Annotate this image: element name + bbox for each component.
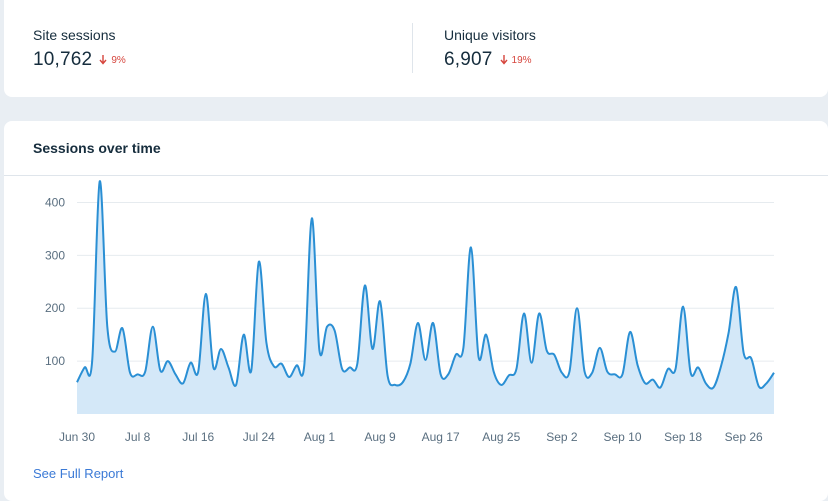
see-full-report-link[interactable]: See Full Report xyxy=(33,466,124,481)
x-tick-label: Aug 1 xyxy=(304,430,336,444)
y-tick-label: 200 xyxy=(45,301,65,315)
y-tick-label: 400 xyxy=(45,195,65,209)
x-tick-label: Sep 10 xyxy=(603,430,641,444)
y-tick-label: 300 xyxy=(45,248,65,262)
stat-label: Site sessions xyxy=(33,27,116,43)
stat-site-sessions: Site sessions 10,762 9% xyxy=(33,27,126,71)
x-tick-label: Jul 24 xyxy=(243,430,275,444)
x-tick-label: Jul 8 xyxy=(125,430,151,444)
x-tick-label: Sep 2 xyxy=(546,430,578,444)
sessions-chart-card: Sessions over time 100 200 300 400 Jun 30 Jul… xyxy=(4,121,828,501)
stat-value: 10,762 xyxy=(33,49,93,70)
stats-divider xyxy=(412,23,413,73)
series-line xyxy=(76,180,775,390)
y-tick-label: 100 xyxy=(45,354,65,368)
x-tick-label: Aug 25 xyxy=(482,430,520,444)
x-tick-label: Sep 26 xyxy=(725,430,763,444)
arrow-down-icon xyxy=(500,55,508,65)
series-area xyxy=(77,181,774,414)
stat-value: 6,907 xyxy=(444,49,493,70)
x-tick-label: Aug 17 xyxy=(422,430,460,444)
x-tick-label: Aug 9 xyxy=(364,430,396,444)
sessions-area-chart: 100 200 300 400 Jun 30 Jul 8 Jul 16 Jul 24 Aug 1… xyxy=(45,180,775,444)
stats-card: Site sessions 10,762 9% Unique visitors … xyxy=(4,0,828,97)
stat-change: 19% xyxy=(500,55,532,66)
x-tick-label: Jun 30 xyxy=(59,430,95,444)
arrow-down-icon xyxy=(99,55,107,65)
chart-title: Sessions over time xyxy=(33,140,161,156)
chart-header-divider xyxy=(4,175,828,176)
stat-change-value: 9% xyxy=(111,54,126,66)
stat-unique-visitors: Unique visitors 6,907 19% xyxy=(444,27,536,71)
x-tick-label: Sep 18 xyxy=(664,430,702,444)
stat-label: Unique visitors xyxy=(444,27,536,43)
stat-change: 9% xyxy=(99,54,126,66)
stat-change-value: 19% xyxy=(511,54,532,66)
x-tick-label: Jul 16 xyxy=(182,430,214,444)
